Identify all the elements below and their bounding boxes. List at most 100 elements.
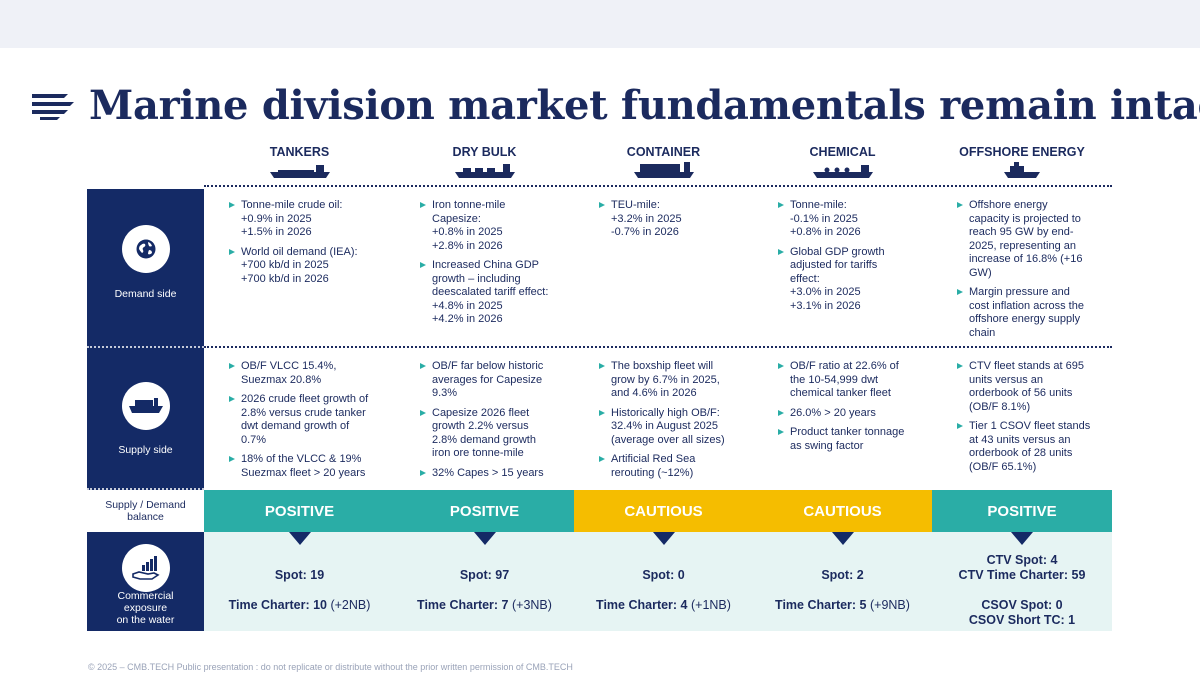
supply-cell: OB/F VLCC 15.4%, Suezmax 20.8% 2026 crude …: [227, 360, 392, 486]
supply-bullet: Tier 1 CSOV fleet stands at 43 units vers…: [955, 420, 1120, 474]
exposure-line: CTV Spot: 4: [932, 553, 1112, 567]
bullet-line: 26.0% > 20 years: [790, 406, 876, 419]
bullet-line: Tonne-mile:: [790, 199, 847, 211]
bullet-line: 0.7%: [241, 433, 267, 446]
bullet-line: +3.2% in 2025: [611, 212, 682, 225]
bullet-line: OB/F far below historic: [432, 360, 544, 372]
segment-header: OFFSHORE ENERGY: [959, 145, 1085, 159]
balance-badge: POSITIVE: [932, 490, 1112, 545]
supply-cell: CTV fleet stands at 695 units versus an or…: [955, 360, 1120, 480]
supply-bullet: CTV fleet stands at 695 units versus an or…: [955, 360, 1120, 414]
bullet-line: and 4.6% in 2026: [611, 387, 697, 399]
supply-bullet: OB/F VLCC 15.4%, Suezmax 20.8%: [227, 360, 392, 387]
row-label-supply: Supply side: [118, 444, 173, 456]
bullet-line: Product tanker tonnage: [790, 426, 905, 438]
demand-cell: Offshore energy capacity is projected to r…: [955, 199, 1120, 346]
waves-logo-icon: [32, 94, 74, 120]
page-title: Marine division market fundamentals rema…: [89, 82, 1200, 129]
exposure-line: CSOV Short TC: 1: [932, 613, 1112, 627]
bullet-line: growth – including: [432, 272, 521, 285]
bullet-line: +0.8% in 2026: [790, 226, 861, 238]
bullet-line: CTV fleet stands at 695: [969, 360, 1084, 372]
chemical-tanker-icon: [812, 162, 873, 183]
supply-bullet: 18% of the VLCC & 19% Suezmax fleet > 20 …: [227, 453, 392, 480]
demand-cell: Tonne-mile: -0.1% in 2025 +0.8% in 2026 Glo…: [776, 199, 941, 319]
bullet-line: Offshore energy: [969, 199, 1048, 211]
bullet-line: iron ore tonne-mile: [432, 447, 524, 459]
exposure-value: Spot: 0: [642, 568, 685, 582]
row-label-demand: Demand side: [114, 288, 177, 300]
footer-disclaimer: © 2025 – CMB.TECH Public presentation : …: [88, 662, 573, 672]
bullet-line: offshore energy supply: [969, 313, 1081, 325]
bullet-line: +3.1% in 2026: [790, 299, 861, 312]
demand-bullet: Iron tonne-mile Capesize: +0.8% in 2025 +2.…: [418, 199, 583, 253]
bullet-line: orderbook of 56 units: [969, 387, 1073, 399]
bullet-line: +0.9% in 2025: [241, 212, 312, 225]
bullet-line: Capesize:: [432, 212, 481, 225]
exposure-value: CSOV Spot: 0: [981, 598, 1063, 612]
demand-bullet: Offshore energy capacity is projected to r…: [955, 199, 1120, 280]
bullet-line: (OB/F 65.1%): [969, 460, 1037, 473]
supply-bullet: 32% Capes > 15 years: [418, 467, 583, 481]
exposure-newbuild-note: (+9NB): [866, 598, 910, 612]
bullet-line: Margin pressure and: [969, 286, 1070, 298]
supply-bullet: 2026 crude fleet growth of 2.8% versus cr…: [227, 393, 392, 447]
cargo-ship-icon: [122, 382, 170, 430]
exposure-row-background: [204, 532, 1112, 631]
supply-bullet: The boxship fleet will grow by 6.7% in 20…: [597, 360, 762, 401]
row-label-balance: Supply / Demand balance: [87, 490, 204, 532]
bullet-line: Artificial Red Sea: [611, 453, 696, 465]
header-divider: [204, 185, 1112, 187]
demand-bullet: Global GDP growth adjusted for tariffs eff…: [776, 246, 941, 314]
top-bar: [0, 0, 1200, 48]
exposure-value: CSOV Short TC: 1: [968, 613, 1076, 627]
bullet-line: World oil demand (IEA):: [241, 245, 358, 258]
bullet-line: rerouting (~12%): [611, 466, 694, 479]
bullet-line: Suezmax fleet > 20 years: [241, 466, 366, 479]
balance-badge: CAUTIOUS: [574, 490, 753, 545]
demand-cell: Iron tonne-mile Capesize: +0.8% in 2025 +2.…: [418, 199, 583, 333]
bullet-line: +1.5% in 2026: [241, 226, 312, 238]
bullet-line: capacity is projected to: [969, 212, 1081, 225]
segment-header: TANKERS: [269, 145, 330, 159]
bullet-line: 2026 crude fleet growth of: [241, 393, 369, 405]
bullet-line: growth 2.2% versus: [432, 420, 529, 432]
demand-bullet: Tonne-mile: -0.1% in 2025 +0.8% in 2026: [776, 199, 941, 240]
down-arrow-icon: [831, 532, 854, 545]
demand-bullet: Tonne-mile crude oil: +0.9% in 2025 +1.5% …: [227, 199, 392, 240]
segment-header: CONTAINER: [626, 145, 701, 159]
demand-cell: TEU-mile: +3.2% in 2025 -0.7% in 2026: [597, 199, 762, 246]
bullet-line: at 43 units versus an: [969, 433, 1071, 446]
bullet-line: effect:: [790, 272, 820, 285]
balance-label: CAUTIOUS: [803, 502, 882, 520]
exposure-line: Spot: 97: [395, 568, 575, 582]
bullet-line: the 10-54,999 dwt: [790, 373, 879, 386]
row-label-exposure: Commercial exposure on the water: [87, 590, 204, 626]
exposure-line: Time Charter: 4 (+1NB): [574, 598, 754, 612]
exposure-line: Time Charter: 10 (+2NB): [210, 598, 390, 612]
bullet-line: +4.2% in 2026: [432, 313, 503, 325]
bullet-line: TEU-mile:: [611, 199, 660, 211]
balance-label: POSITIVE: [264, 502, 335, 520]
bullet-line: +700 kb/d in 2026: [241, 272, 329, 285]
bullet-line: OB/F VLCC 15.4%,: [241, 360, 337, 372]
balance-label: CAUTIOUS: [624, 502, 703, 520]
bullet-line: +700 kb/d in 2025: [241, 259, 329, 271]
supply-bullet: OB/F ratio at 22.6% of the 10-54,999 dwt c…: [776, 360, 941, 401]
supply-cell: The boxship fleet will grow by 6.7% in 20…: [597, 360, 762, 486]
exposure-line: Spot: 0: [574, 568, 754, 582]
bullet-line: +4.8% in 2025: [432, 299, 503, 312]
exposure-value: Spot: 19: [274, 568, 325, 582]
bullet-line: +3.0% in 2025: [790, 286, 861, 298]
bullet-line: increase of 16.8% (+16: [969, 253, 1083, 265]
bullet-line: grow by 6.7% in 2025,: [611, 373, 720, 386]
bullet-line: reach 95 GW by end-: [969, 226, 1074, 238]
demand-bullet: Margin pressure and cost inflation across…: [955, 286, 1120, 340]
tanker-ship-icon: [269, 162, 330, 183]
bullet-line: 2025, representing an: [969, 239, 1077, 252]
bullet-line: deescalated tariff effect:: [432, 286, 549, 298]
row-divider-left: [87, 346, 204, 348]
balance-label: POSITIVE: [449, 502, 520, 520]
bullet-line: as swing factor: [790, 439, 864, 452]
supply-bullet: Product tanker tonnage as swing factor: [776, 426, 941, 453]
